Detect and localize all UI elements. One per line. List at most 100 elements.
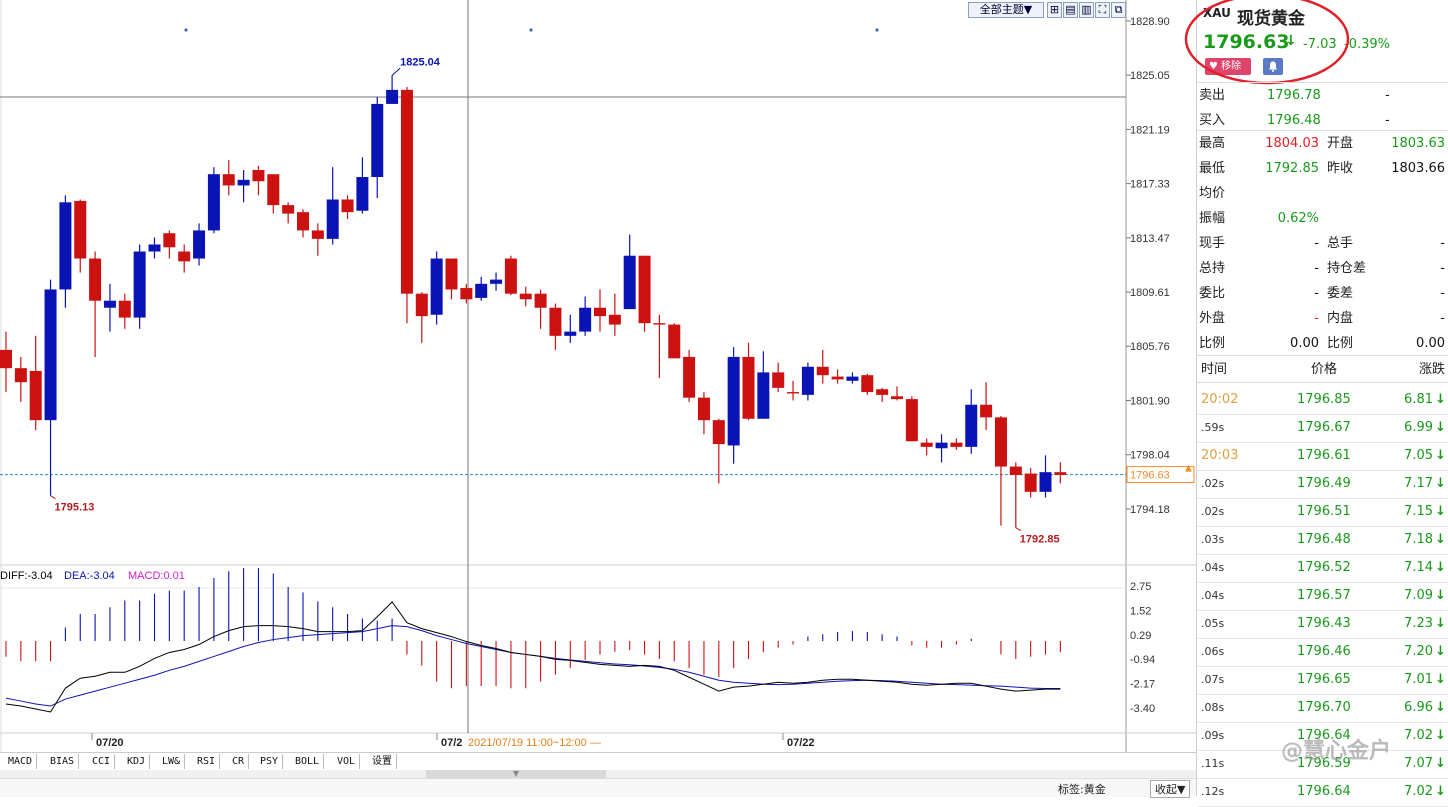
scroll-thumb[interactable]: ▼ — [426, 770, 606, 778]
indicator-tab-macd[interactable]: MACD — [4, 754, 38, 769]
macd-axis-label: -3.40 — [1130, 703, 1155, 715]
indicator-tab-kdj[interactable]: KDJ — [123, 754, 151, 769]
theme-dropdown[interactable]: 全部主题▼ — [968, 2, 1044, 18]
candle — [579, 296, 592, 336]
tick-down-arrow-icon: ↓ — [1435, 476, 1446, 491]
stat-label-left: 现手 — [1199, 236, 1226, 251]
macd-axis-label: -0.94 — [1130, 654, 1155, 666]
candle-body — [371, 103, 384, 178]
candle-body — [994, 417, 1007, 467]
candle — [237, 169, 250, 203]
candle-body — [950, 442, 963, 447]
tick-time: .59s — [1201, 421, 1225, 434]
candle — [861, 373, 874, 395]
tick-change: 7.17 — [1404, 476, 1433, 491]
candle-body — [965, 404, 978, 447]
candle — [163, 230, 176, 259]
stats-row: 比例 0.00 比例 0.00 — [1197, 331, 1448, 356]
tick-row: .03s 1796.48 7.18 ↓ — [1197, 526, 1448, 555]
heart-icon: ♥ — [1209, 61, 1218, 72]
tick-row: .12s 1796.64 7.02 ↓ — [1197, 778, 1448, 807]
candle — [757, 351, 770, 419]
tick-row: .09s 1796.64 7.02 ↓ — [1197, 722, 1448, 751]
dea-line — [5, 625, 1061, 707]
kline-chart[interactable]: 1828.90 1825.05 1821.19 1817.33 1813.47 1809.… — [0, 0, 1196, 752]
remove-button[interactable]: ♥ 移除 — [1205, 58, 1251, 75]
indicator-tab-cr[interactable]: CR — [228, 754, 250, 769]
candle — [1009, 462, 1022, 528]
current-price-tag: 1796.63 — [1130, 470, 1170, 482]
price-axis-label: 1828.90 — [1130, 16, 1170, 28]
tick-price: 1796.59 — [1297, 756, 1351, 771]
candle — [980, 382, 993, 431]
candle-body — [267, 174, 280, 206]
scrollbar[interactable]: ▼ — [0, 770, 1196, 778]
candle-body — [252, 169, 265, 182]
stats-row: 外盘 - 内盘 - — [1197, 306, 1448, 331]
candle — [787, 380, 800, 401]
quote-header: XAU 现货黄金 1796.63 ↓ -7.03 -0.39% ♥ 移除 — [1197, 0, 1448, 82]
candle-body — [44, 289, 57, 421]
candle-body — [653, 323, 666, 325]
low-marker-right-line — [1015, 527, 1022, 532]
low-marker-left: 1795.13 — [55, 502, 95, 514]
indicator-tab-cci[interactable]: CCI — [88, 754, 116, 769]
indicator-tab-psy[interactable]: PSY — [256, 754, 284, 769]
candle-body — [757, 372, 770, 419]
high-marker: 1825.04 — [400, 56, 441, 68]
candle-body — [490, 279, 503, 284]
candle — [326, 167, 339, 245]
candle — [950, 438, 963, 450]
candle-body — [579, 307, 592, 332]
tick-row: 20:03 1796.61 7.05 ↓ — [1197, 442, 1448, 471]
macd-axis-label: 2.75 — [1130, 581, 1151, 593]
layout-icon[interactable]: ▤ — [1063, 2, 1078, 18]
stat-value-left: - — [1314, 236, 1319, 251]
tick-price: 1796.51 — [1297, 504, 1351, 519]
fullscreen-icon[interactable]: ⛶ — [1095, 2, 1110, 18]
tick-time: .07s — [1201, 673, 1225, 686]
candle-body — [712, 420, 725, 445]
indicator-tab-boll[interactable]: BOLL — [291, 754, 325, 769]
indicator-tab-vol[interactable]: VOL — [333, 754, 361, 769]
watermark: @慧心金户 — [1281, 739, 1392, 764]
price-axis-label: 1801.90 — [1130, 395, 1170, 407]
candle-body — [326, 199, 339, 239]
candle-body — [816, 366, 829, 376]
stats-row: 现手 - 总手 - — [1197, 231, 1448, 256]
candle — [222, 160, 235, 196]
candle-body — [148, 244, 161, 252]
candle — [193, 223, 206, 266]
restore-icon[interactable]: ⧉ — [1111, 2, 1126, 18]
candle — [876, 387, 889, 402]
price-change: -7.03 — [1303, 37, 1337, 52]
tick-row: .05s 1796.43 7.23 ↓ — [1197, 610, 1448, 639]
indicator-tab-设置[interactable]: 设置 — [368, 754, 397, 769]
indicator-tab-rsi[interactable]: RSI — [193, 754, 221, 769]
tick-price: 1796.65 — [1297, 672, 1351, 687]
candle-body — [801, 366, 814, 395]
tick-time: 20:02 — [1201, 392, 1239, 407]
candle — [282, 202, 295, 224]
current-price-tag-box — [1126, 466, 1195, 484]
candle — [475, 276, 488, 301]
candle-body — [920, 442, 933, 447]
indicator-tab-bias[interactable]: BIAS — [46, 754, 80, 769]
bell-icon[interactable] — [1263, 58, 1283, 75]
quote-extra: - — [1385, 88, 1390, 103]
candle — [29, 335, 42, 431]
macd-axis-label: -2.17 — [1130, 679, 1155, 691]
expand-icon[interactable]: ⊞ — [1047, 2, 1062, 18]
compare-icon[interactable]: ▥ — [1079, 2, 1094, 18]
tick-price: 1796.67 — [1297, 420, 1351, 435]
candle — [341, 195, 354, 220]
indicator-tab-lw&[interactable]: LW& — [158, 754, 186, 769]
tick-down-arrow-icon: ↓ — [1435, 756, 1446, 771]
cursor-time-label: 2021/07/19 11:00~12:00 — — [468, 737, 601, 749]
candle — [742, 342, 755, 421]
candle-body — [207, 174, 220, 231]
candle-body — [683, 356, 696, 398]
candle-body — [475, 283, 488, 298]
collapse-button[interactable]: 收起▼ — [1150, 780, 1191, 798]
chart-area[interactable]: 1828.90 1825.05 1821.19 1817.33 1813.47 1809.… — [0, 0, 1196, 798]
